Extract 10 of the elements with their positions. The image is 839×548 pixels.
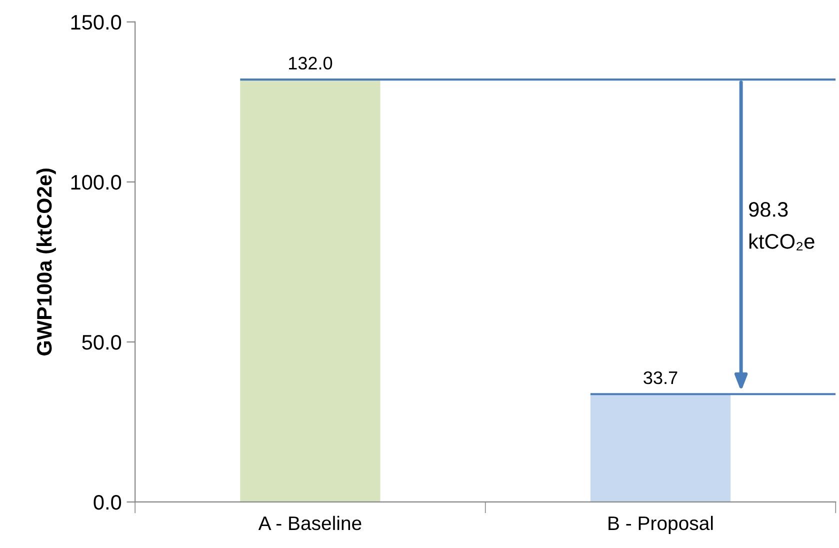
y-tick-label: 50.0 — [82, 334, 122, 350]
y-tick-label: 0.0 — [94, 494, 122, 510]
annotation: 98.3 ktCO₂e — [749, 202, 814, 250]
x-tick-label: A - Baseline — [258, 516, 362, 530]
data-label: 132.0 — [289, 56, 332, 70]
data-label: 33.7 — [644, 371, 678, 384]
y-axis-title: GWP100a (ktCO2e) — [36, 168, 56, 356]
x-tick-label: B - Proposal — [608, 516, 713, 534]
y-tick-label: 100.0 — [71, 174, 122, 190]
y-tick-label: 150.0 — [71, 14, 122, 30]
